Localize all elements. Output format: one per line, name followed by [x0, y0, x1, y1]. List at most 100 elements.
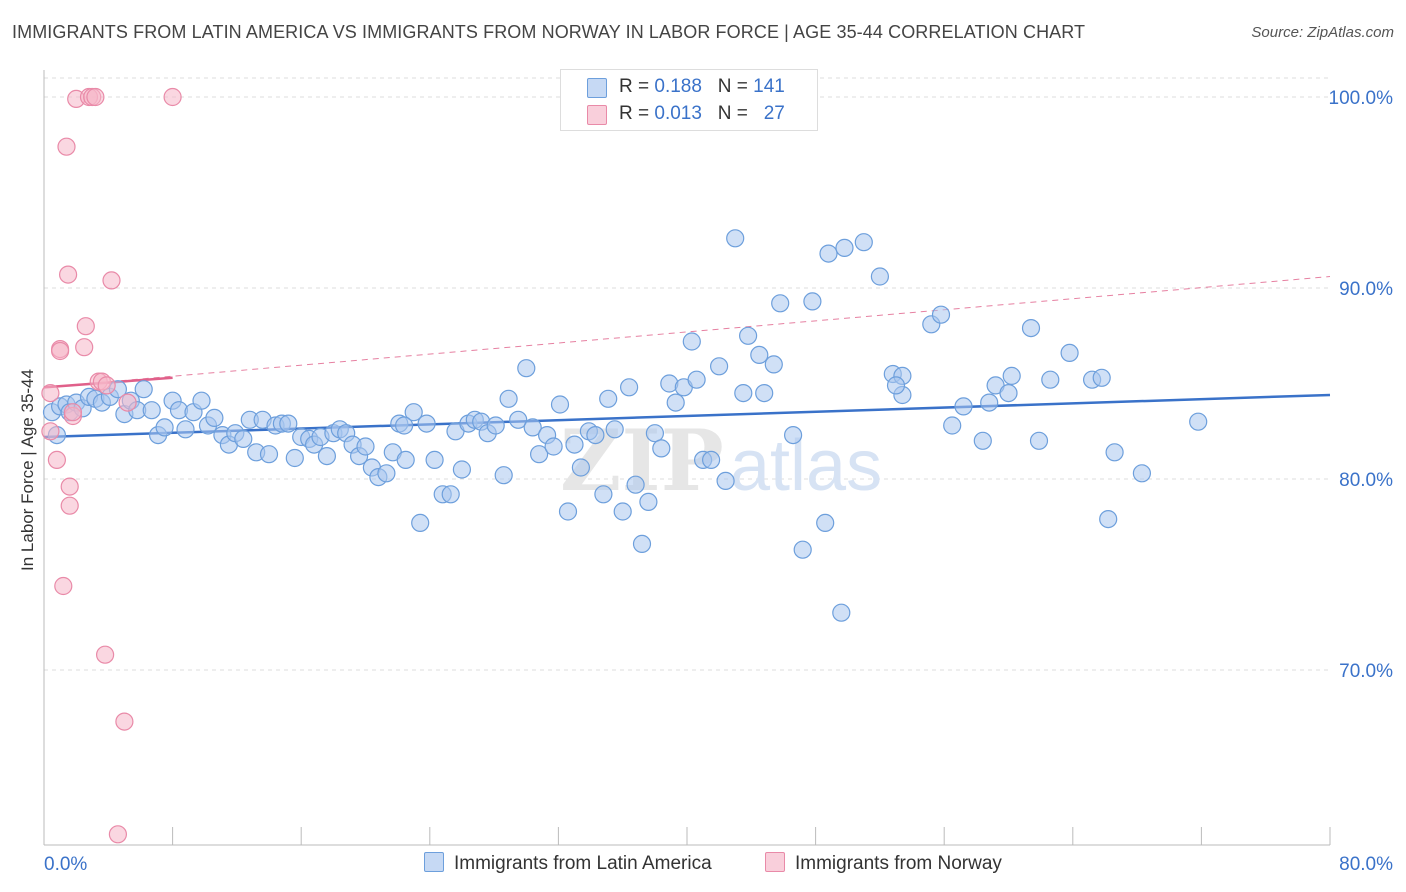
point-latin-america [816, 513, 835, 533]
point-norway [108, 825, 128, 844]
point-latin-america [687, 370, 706, 389]
y-tick-label: 70.0% [1339, 661, 1393, 682]
point-latin-america [803, 292, 822, 311]
point-latin-america [396, 450, 415, 469]
y-tick-label: 100.0% [1329, 88, 1394, 109]
point-latin-america [886, 376, 906, 395]
chart-title: IMMIGRANTS FROM LATIN AMERICA VS IMMIGRA… [12, 22, 1086, 42]
point-latin-america [1105, 443, 1124, 462]
point-latin-america [494, 466, 513, 485]
point-latin-america [411, 513, 430, 533]
point-norway [97, 376, 116, 395]
bottom-legend-swatch-latin [424, 852, 444, 872]
point-norway [41, 384, 60, 403]
point-latin-america [701, 450, 721, 469]
legend: R = 0.188 N = 141 R = 0.013 N = 27 [560, 69, 818, 131]
trend-line-norway-extended [43, 276, 1331, 388]
point-latin-america [155, 418, 174, 437]
point-norway [60, 496, 79, 515]
point-norway [76, 317, 95, 336]
point-latin-america [999, 384, 1018, 403]
point-norway [57, 137, 76, 156]
point-latin-america [619, 378, 639, 397]
point-latin-america [452, 460, 471, 479]
point-latin-america [632, 534, 652, 554]
point-latin-america [1132, 464, 1152, 483]
point-latin-america [142, 401, 161, 420]
legend-n-value: 141 [753, 76, 785, 97]
point-latin-america [279, 414, 298, 433]
point-norway [47, 450, 67, 469]
source-site[interactable]: ZipAtlas.com [1307, 24, 1394, 41]
watermark-atlas: atlas [730, 426, 882, 506]
point-latin-america [1029, 431, 1049, 450]
bottom-legend-label-latin: Immigrants from Latin America [454, 853, 712, 874]
legend-text-norway: R = 0.013 N = 27 [619, 103, 785, 125]
series-latin-america [42, 229, 1208, 622]
point-latin-america [134, 380, 153, 399]
legend-r-value: 0.013 [654, 103, 702, 124]
legend-r-label: R = [619, 103, 655, 124]
point-latin-america [1060, 343, 1079, 362]
point-latin-america [682, 332, 701, 351]
point-latin-america [943, 416, 962, 435]
gridlines [44, 77, 1330, 671]
point-norway [63, 403, 83, 422]
point-latin-america [764, 355, 783, 374]
point-latin-america [738, 326, 758, 345]
point-latin-america [599, 389, 618, 408]
point-latin-america [234, 429, 253, 448]
legend-n-label: N = [717, 76, 754, 97]
point-latin-america [486, 416, 505, 435]
point-latin-america [973, 431, 992, 450]
point-latin-america [980, 393, 999, 412]
point-latin-america [613, 502, 632, 521]
point-norway [95, 645, 115, 664]
source-prefix: Source: [1251, 24, 1308, 41]
legend-swatch-latin [587, 78, 607, 98]
point-latin-america [544, 437, 563, 456]
point-norway [60, 477, 79, 496]
point-latin-america [709, 357, 729, 376]
y-axis-label: In Labor Force | Age 35-44 [18, 369, 37, 571]
point-latin-america [854, 233, 873, 252]
point-latin-america [425, 450, 444, 469]
point-latin-america [259, 445, 279, 464]
point-latin-america [499, 389, 518, 408]
point-latin-america [605, 420, 624, 439]
point-norway [58, 265, 78, 284]
legend-text-latin: R = 0.188 N = 141 [619, 76, 785, 98]
point-latin-america [870, 267, 890, 286]
point-latin-america [594, 485, 613, 504]
bottom-legend-swatch-norway [765, 852, 785, 872]
source-label: Source: ZipAtlas.com [1251, 24, 1394, 41]
legend-r-value: 0.188 [654, 76, 702, 97]
point-latin-america [176, 420, 195, 439]
point-latin-america [509, 410, 528, 429]
legend-swatch-norway [587, 105, 607, 125]
legend-n-label: N = [717, 103, 754, 124]
point-latin-america [652, 439, 671, 458]
x-tick-label: 80.0% [1339, 854, 1393, 875]
point-latin-america [954, 397, 973, 416]
point-latin-america [1041, 370, 1060, 389]
point-latin-america [931, 305, 951, 324]
point-norway [115, 712, 134, 731]
point-latin-america [517, 359, 536, 378]
series-norway [41, 87, 182, 844]
y-tick-label: 90.0% [1339, 279, 1393, 300]
point-norway [163, 87, 182, 107]
point-latin-america [832, 603, 851, 622]
point-norway [54, 576, 73, 596]
point-latin-america [1189, 412, 1208, 431]
point-latin-america [395, 416, 414, 435]
point-latin-america [317, 447, 336, 466]
point-latin-america [645, 424, 665, 443]
point-latin-america [771, 294, 790, 313]
point-latin-america [716, 471, 735, 490]
axes [43, 70, 1331, 846]
y-tick-label: 80.0% [1339, 470, 1393, 491]
point-latin-america [835, 238, 854, 257]
point-latin-america [404, 403, 423, 422]
